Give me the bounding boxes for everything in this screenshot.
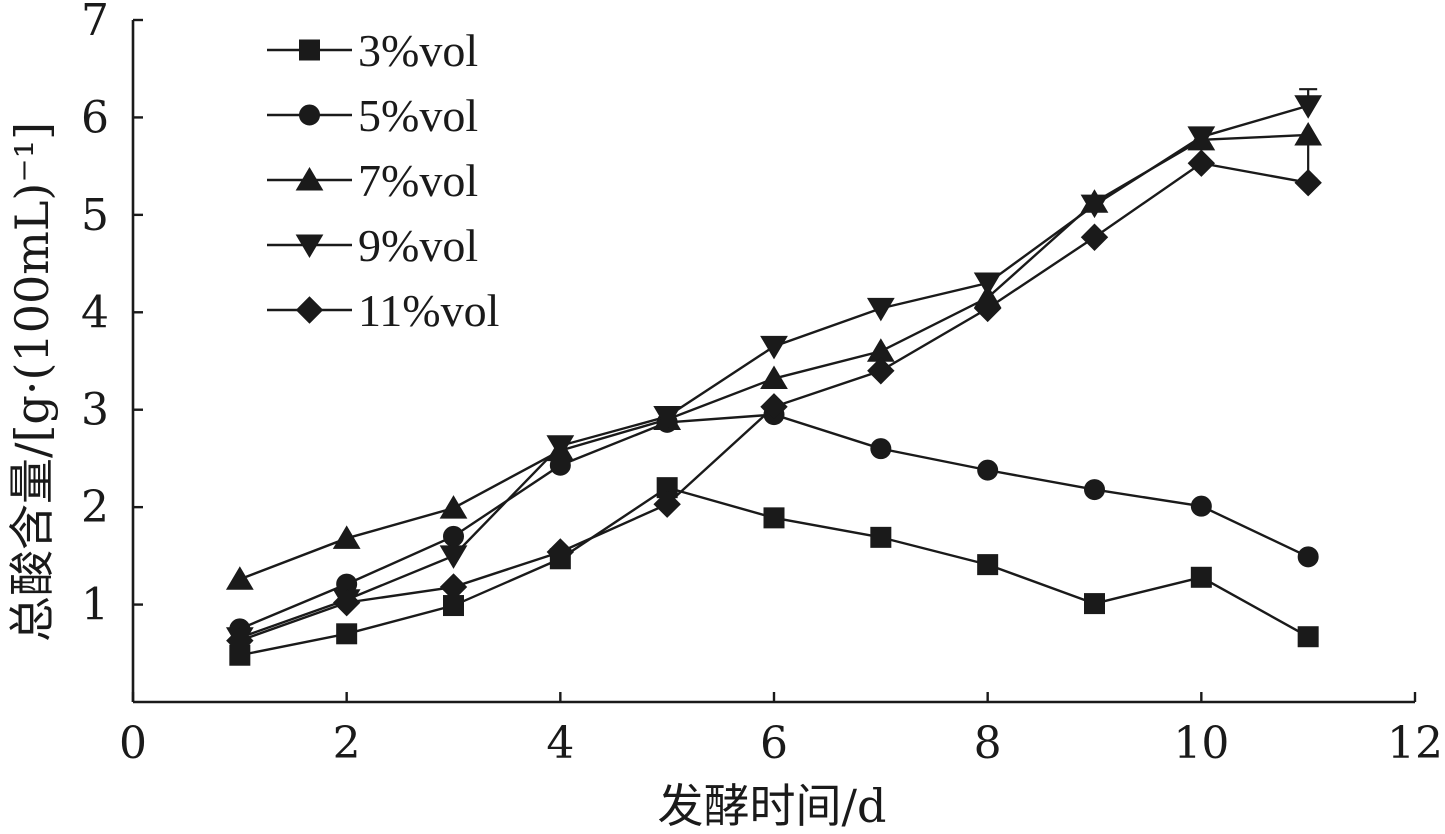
x-tick-label: 0 [119,718,147,769]
data-point [1080,194,1109,219]
x-tick-label: 10 [1173,718,1229,769]
x-tick-label: 8 [974,718,1002,769]
data-point [1294,168,1322,197]
data-point [1297,626,1319,648]
y-axis-title: 总酸含量/[g·(100mL)⁻¹] [5,122,59,642]
data-point [439,495,468,519]
legend-item: 9%vol [267,220,478,271]
y-tick-label: 3 [81,385,109,436]
legend-item: 11%vol [267,285,499,336]
legend-label: 9%vol [358,220,478,271]
data-point [332,588,361,617]
y-tick-label: 7 [81,0,109,46]
data-point [973,294,1002,323]
x-tick-label: 2 [333,718,361,769]
data-point [760,393,788,421]
data-point [1190,566,1212,588]
y-tick-label: 6 [81,92,109,143]
legend-marker [295,167,324,191]
data-point [439,573,468,601]
data-point [1294,121,1323,146]
legend-item: 7%vol [267,155,478,206]
data-point [760,365,788,390]
y-axis-title-group: 总酸含量/[g·(100mL)⁻¹] [5,122,59,642]
data-point [973,272,1002,297]
x-axis-title: 发酵时间/d [658,779,887,833]
series-3pct-vol [229,477,1319,666]
data-point [332,525,361,549]
data-point [1084,593,1105,615]
x-tick-label: 6 [760,718,788,769]
data-point [1190,495,1212,517]
y-tick-label: 1 [81,580,109,631]
data-point [653,490,681,518]
legend-label: 7%vol [358,155,478,206]
data-point [439,545,468,569]
data-point [1187,149,1216,177]
y-tick-label: 4 [81,287,109,338]
data-point [336,623,358,645]
data-point [1080,223,1109,251]
legend-label: 3%vol [358,25,478,76]
legend-marker [295,296,324,324]
data-point [1297,546,1319,568]
data-point [867,357,895,385]
data-point [763,507,785,529]
y-tick-label: 5 [81,190,109,241]
data-point [226,626,254,655]
data-point [760,335,788,360]
series-layer [225,88,1323,666]
legend: 3%vol 5%vol 7%vol 9%vol 11%vol [267,25,499,336]
data-point [1294,95,1323,119]
series-11pct-vol [226,149,1322,655]
data-point [870,526,892,548]
data-point [866,297,895,322]
legend-item: 5%vol [267,90,478,141]
y-tick-label: 2 [81,482,109,533]
x-tick-label: 12 [1387,718,1443,769]
data-point [977,459,999,481]
data-point [1187,126,1216,150]
data-point [870,438,892,460]
legend-marker [299,104,320,126]
data-point [546,538,575,566]
data-point [977,554,999,576]
legend-label: 5%vol [358,90,478,141]
data-point [225,566,254,590]
legend-marker [295,234,324,258]
data-point [1084,479,1105,501]
x-tick-label: 4 [546,718,574,769]
data-point [443,525,464,547]
series-9pct-vol [225,95,1323,651]
data-point [546,435,575,459]
legend-marker [299,39,320,61]
data-point [653,406,682,430]
legend-label: 11%vol [358,285,499,336]
legend-item: 3%vol [267,25,478,76]
